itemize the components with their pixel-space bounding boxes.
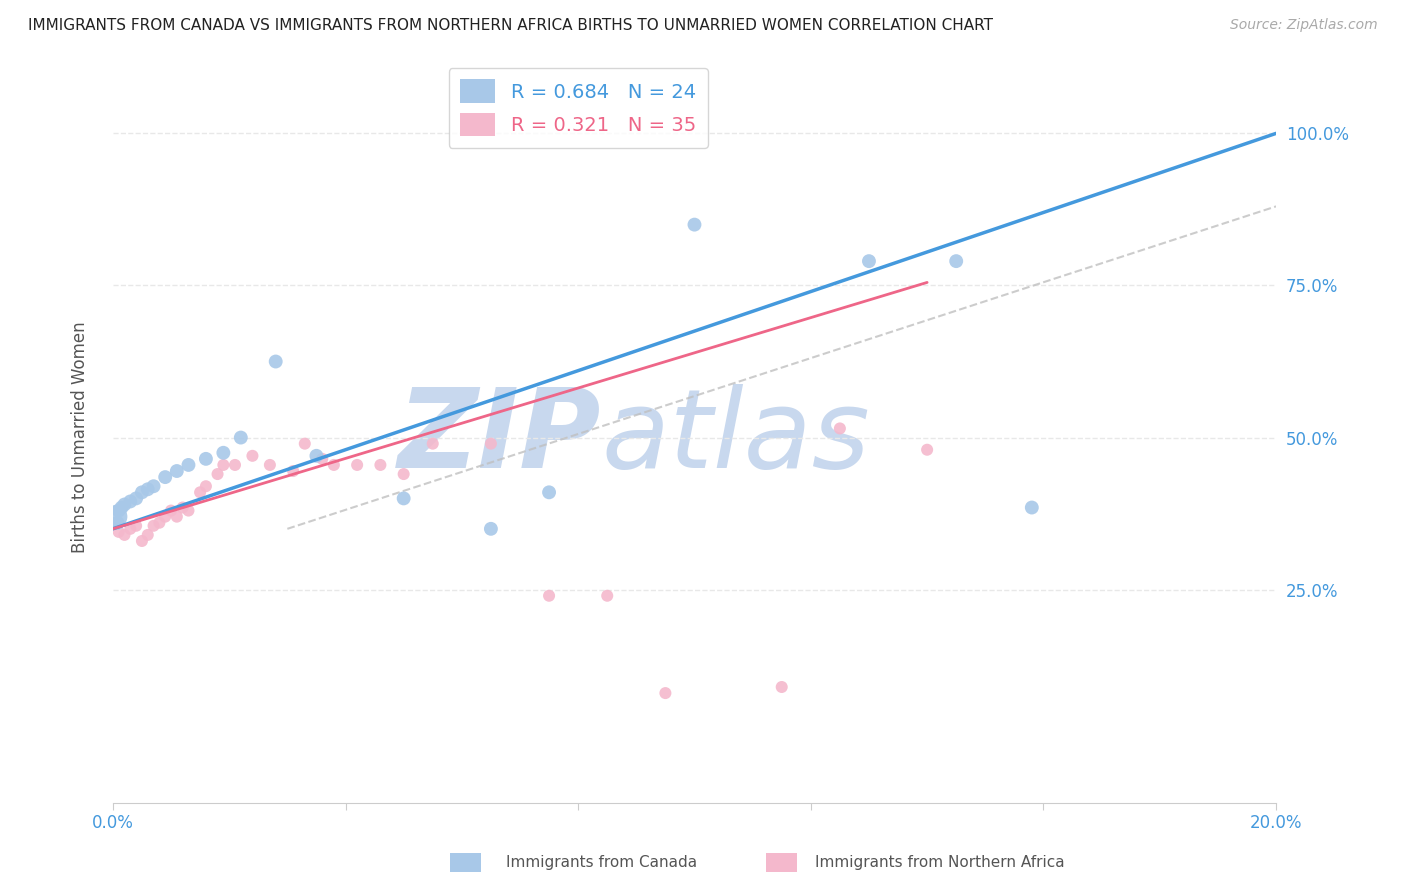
- Text: ZIP: ZIP: [398, 384, 602, 491]
- Point: [683, 218, 706, 232]
- Point: [136, 528, 159, 542]
- Point: [596, 589, 619, 603]
- Point: [104, 509, 127, 524]
- Point: [770, 680, 793, 694]
- Point: [915, 442, 938, 457]
- Point: [114, 528, 136, 542]
- Point: [305, 449, 328, 463]
- Point: [1021, 500, 1043, 515]
- Point: [142, 518, 165, 533]
- Point: [120, 494, 142, 508]
- Text: Immigrants from Canada: Immigrants from Canada: [506, 855, 697, 870]
- Point: [177, 503, 200, 517]
- Point: [142, 479, 165, 493]
- Point: [125, 491, 148, 506]
- Legend: R = 0.684   N = 24, R = 0.321   N = 35: R = 0.684 N = 24, R = 0.321 N = 35: [449, 68, 707, 148]
- Point: [194, 451, 217, 466]
- Point: [177, 458, 200, 472]
- Point: [125, 518, 148, 533]
- Point: [538, 589, 561, 603]
- Point: [107, 524, 129, 539]
- Point: [945, 254, 967, 268]
- Text: atlas: atlas: [602, 384, 870, 491]
- Point: [194, 479, 217, 493]
- Point: [114, 498, 136, 512]
- Point: [259, 458, 281, 472]
- Point: [654, 686, 676, 700]
- Point: [153, 470, 176, 484]
- Point: [120, 522, 142, 536]
- Point: [322, 458, 344, 472]
- Point: [224, 458, 246, 472]
- Point: [538, 485, 561, 500]
- Point: [166, 509, 188, 524]
- Point: [422, 436, 444, 450]
- Point: [188, 485, 211, 500]
- Point: [479, 522, 502, 536]
- Text: Immigrants from Northern Africa: Immigrants from Northern Africa: [815, 855, 1066, 870]
- Y-axis label: Births to Unmarried Women: Births to Unmarried Women: [72, 322, 89, 553]
- Point: [212, 446, 235, 460]
- Text: IMMIGRANTS FROM CANADA VS IMMIGRANTS FROM NORTHERN AFRICA BIRTHS TO UNMARRIED WO: IMMIGRANTS FROM CANADA VS IMMIGRANTS FRO…: [28, 18, 993, 33]
- Point: [311, 451, 333, 466]
- Point: [392, 491, 415, 506]
- Point: [172, 500, 194, 515]
- Point: [294, 436, 316, 450]
- Point: [283, 464, 305, 478]
- Point: [242, 449, 264, 463]
- Point: [160, 503, 183, 517]
- Point: [212, 458, 235, 472]
- Point: [858, 254, 880, 268]
- Point: [207, 467, 229, 481]
- Point: [370, 458, 392, 472]
- Point: [153, 509, 176, 524]
- Point: [264, 354, 287, 368]
- Point: [479, 436, 502, 450]
- Point: [828, 421, 851, 435]
- Point: [107, 503, 129, 517]
- Point: [392, 467, 415, 481]
- Point: [131, 533, 153, 548]
- Point: [346, 458, 368, 472]
- Point: [148, 516, 170, 530]
- Point: [229, 431, 252, 445]
- Point: [107, 516, 129, 530]
- Point: [110, 500, 132, 515]
- Point: [166, 464, 188, 478]
- Text: Source: ZipAtlas.com: Source: ZipAtlas.com: [1230, 18, 1378, 32]
- Point: [136, 483, 159, 497]
- Point: [131, 485, 153, 500]
